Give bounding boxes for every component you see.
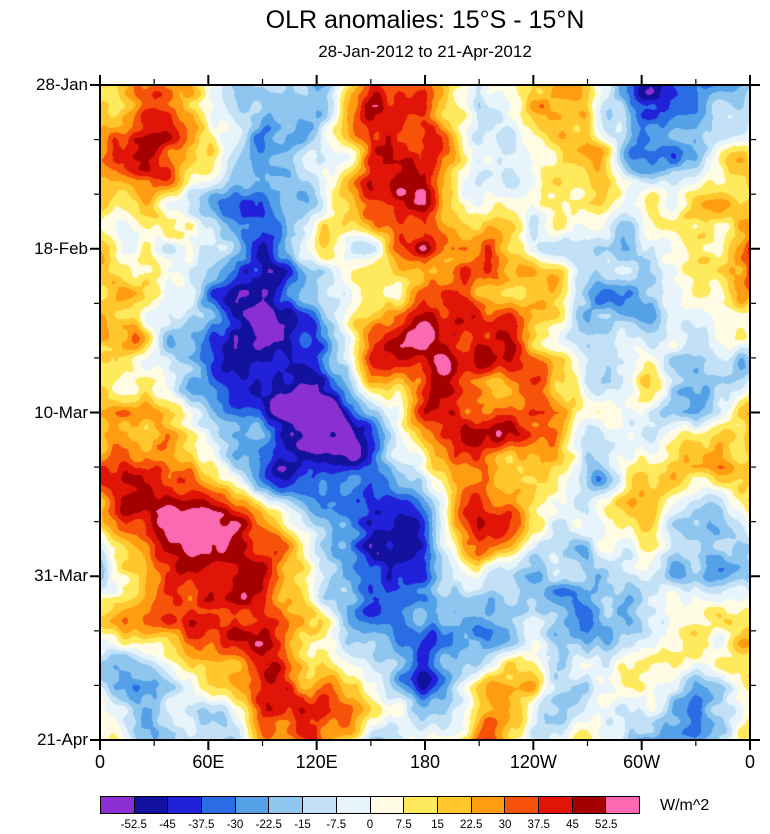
colorbar-segment [269,797,304,813]
colorbar-segment [336,797,371,813]
colorbar-segment [572,797,607,813]
colorbar-tick-label: -15 [294,819,311,831]
chart-subtitle: 28-Jan-2012 to 21-Apr-2012 [318,42,532,61]
y-tick-label: 10-Mar [34,402,88,422]
colorbar-units-label: W/m^2 [660,797,710,814]
colorbar-segment [303,797,337,813]
colorbar-segment [168,797,203,813]
colorbar-tick-label: -30 [226,819,244,831]
colorbar-segment [606,797,639,813]
x-tick-label: 0 [744,752,756,772]
x-tick-label: 0 [94,752,106,772]
colorbar-tick-label: 30 [498,819,512,831]
colorbar [100,796,640,814]
colorbar-segment [235,797,270,813]
colorbar-tick-label: 7.5 [395,819,412,831]
colorbar-tick-label: 52.5 [595,819,618,831]
x-tick-label: 180 [409,752,441,772]
colorbar-tick-label: 45 [566,819,579,831]
colorbar-segment [538,797,573,813]
colorbar-segment [370,797,405,813]
x-tick-label: 60E [192,752,225,772]
colorbar-tick-label: 37.5 [527,819,550,831]
y-tick-label: 31-Mar [34,566,88,586]
colorbar-tick-label: -45 [159,819,176,831]
x-tick-label: 120W [509,752,557,772]
colorbar-tick-label: 15 [431,819,444,831]
chart-title: OLR anomalies: 15°S - 15°N [265,6,585,34]
colorbar-segment [134,797,169,813]
colorbar-segment [404,797,438,813]
colorbar-tick-label: 0 [366,819,374,831]
colorbar-tick-label: -7.5 [326,819,347,831]
colorbar-segment [202,797,236,813]
colorbar-tick-label: 22.5 [460,819,483,831]
colorbar-tick-label: -22.5 [255,819,282,831]
colorbar-segment [505,797,539,813]
colorbar-segment [471,797,506,813]
y-tick-label: 28-Jan [36,75,88,94]
y-tick-label: 18-Feb [34,238,88,258]
x-tick-label: 120E [295,752,338,772]
colorbar-tick-label: -37.5 [188,819,215,831]
colorbar-segment [101,797,135,813]
x-tick-label: 60W [623,752,661,772]
y-tick-label: 21-Apr [36,730,88,749]
colorbar-tick-label: -52.5 [120,819,147,831]
heatmap-field [100,85,750,740]
colorbar-segment [437,797,472,813]
